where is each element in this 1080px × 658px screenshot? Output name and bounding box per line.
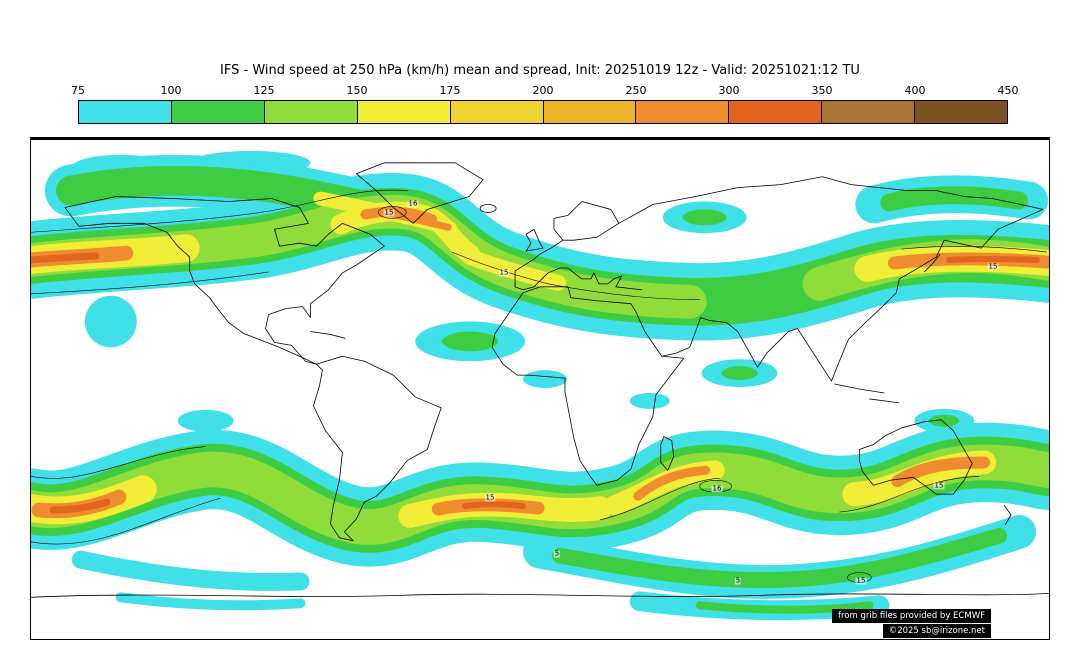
coastline-greenland [355, 162, 484, 224]
colorbar-tick: 125 [253, 84, 275, 97]
world-map: 15 16 15 15 15 16 15 5 5 15 from grib files provi… [30, 137, 1050, 640]
colorbar-tick: 100 [160, 84, 182, 97]
colorbar-tick: 150 [346, 84, 368, 97]
spread-contour [31, 271, 269, 295]
coastline-japan [923, 253, 941, 273]
jet-band-cyan [115, 592, 306, 611]
spread-contour [599, 477, 720, 521]
coastline-new-zealand [1003, 504, 1012, 526]
coastline-south-america [313, 355, 442, 542]
colorbar-segment [357, 101, 451, 123]
colorbar-segment [264, 101, 358, 123]
page-title: IFS - Wind speed at 250 hPa (km/h) mean … [220, 63, 860, 78]
colorbar-segment [171, 101, 265, 123]
wind-patch-cyan [84, 295, 137, 348]
coastline-antarctica [31, 592, 1049, 598]
coastlines [31, 162, 1049, 598]
colorbar-tick: 300 [718, 84, 740, 97]
wind-patch-cyan [629, 392, 670, 409]
jet-band-cyan [71, 550, 310, 591]
spread-contour [31, 497, 221, 545]
spread-contour [31, 446, 206, 479]
coastline-africa [491, 286, 685, 486]
colorbar-segment [822, 101, 916, 123]
coastline-australia [858, 419, 973, 495]
jet-band-green [695, 601, 874, 614]
wind-patch-green [929, 414, 960, 427]
jet-core-darkorange [946, 255, 1041, 264]
coastline-north-america [64, 196, 385, 365]
colorbar-tick: 75 [71, 84, 85, 97]
colorbar-segment [450, 101, 544, 123]
colorbar-segment [636, 101, 730, 123]
colorbar-segment [543, 101, 637, 123]
coastline-asia-east-south [661, 209, 1044, 382]
jet-core-orange [891, 456, 991, 488]
colorbar-segment [915, 101, 1008, 123]
colorbar-tick: 350 [811, 84, 833, 97]
jet-band-green [880, 186, 1029, 212]
coastline-caribbean [310, 331, 346, 339]
wind-patch-green [721, 366, 758, 381]
attribution-source: from grib files provided by ECMWF [832, 608, 991, 623]
jet-core-darkorange [31, 252, 100, 264]
colorbar-tick: 200 [532, 84, 554, 97]
coastline-asia-north [618, 176, 1044, 224]
jet-core-orange [360, 206, 438, 225]
coastline-madagascar [660, 436, 675, 471]
colorbar-ticks: 75 100 125 150 175 200 250 300 350 400 450 [71, 84, 1019, 98]
coastline-indonesia [834, 383, 900, 404]
spread-contours [31, 189, 1048, 583]
wind-patch-green [442, 331, 499, 352]
jet-core-orange [633, 465, 711, 501]
colorbar-tick: 175 [439, 84, 461, 97]
jet-core-yellow [462, 249, 566, 291]
colorbar-tick: 450 [997, 84, 1019, 97]
spread-contour [452, 251, 700, 301]
colorbar-segment [729, 101, 823, 123]
jet-core-darkorange [49, 498, 111, 514]
spread-contour [839, 476, 980, 513]
coastline-europe-south [514, 267, 642, 291]
coastline-britain [525, 228, 544, 252]
spread-contour [31, 189, 409, 233]
colorbar-tick: 400 [904, 84, 926, 97]
colorbar-segment [79, 101, 172, 123]
map-canvas [31, 150, 1049, 621]
wind-patch-green [682, 209, 727, 226]
jet-band-green [551, 527, 1008, 589]
coastline-iceland [479, 204, 497, 213]
wind-patch-cyan [177, 409, 234, 432]
colorbar [78, 100, 1008, 124]
coastline-europe-north [514, 201, 620, 272]
colorbar-tick: 250 [625, 84, 647, 97]
attribution-copyright: ©2025 sb@irizone.net [882, 623, 991, 638]
wind-speed-bands [31, 150, 1049, 621]
jet-core-darkorange [462, 501, 527, 510]
wind-patch-cyan [523, 370, 567, 389]
